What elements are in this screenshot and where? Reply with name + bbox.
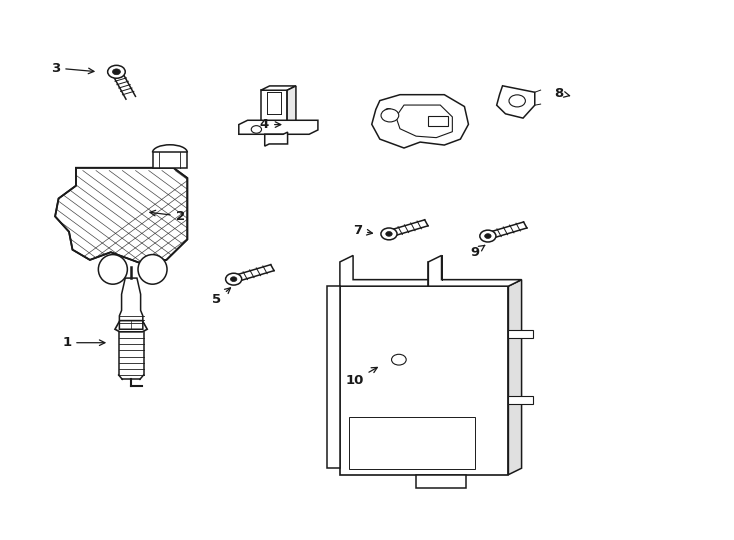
- Polygon shape: [509, 396, 533, 404]
- Polygon shape: [327, 286, 340, 468]
- Text: 6: 6: [382, 107, 398, 120]
- Circle shape: [230, 277, 237, 281]
- Circle shape: [225, 273, 241, 285]
- Polygon shape: [340, 280, 522, 286]
- Polygon shape: [509, 280, 522, 475]
- Circle shape: [381, 228, 397, 240]
- Polygon shape: [239, 120, 318, 134]
- Polygon shape: [396, 105, 452, 138]
- Text: 8: 8: [554, 87, 570, 100]
- Text: 1: 1: [62, 336, 105, 349]
- Circle shape: [484, 234, 491, 239]
- Polygon shape: [153, 152, 187, 168]
- Circle shape: [251, 126, 261, 133]
- Text: 2: 2: [150, 210, 185, 222]
- Ellipse shape: [138, 254, 167, 284]
- Text: 5: 5: [212, 288, 230, 306]
- Polygon shape: [371, 94, 468, 148]
- Text: 9: 9: [470, 245, 484, 259]
- Circle shape: [112, 69, 120, 75]
- Polygon shape: [340, 255, 441, 286]
- Polygon shape: [265, 132, 288, 146]
- Polygon shape: [497, 86, 535, 118]
- Circle shape: [108, 65, 126, 78]
- Bar: [428, 116, 448, 126]
- Circle shape: [509, 95, 526, 107]
- Text: 4: 4: [260, 118, 281, 131]
- Polygon shape: [261, 86, 296, 90]
- Text: 3: 3: [51, 62, 94, 75]
- Text: 7: 7: [353, 224, 372, 237]
- Polygon shape: [340, 286, 509, 475]
- Text: 10: 10: [346, 367, 377, 387]
- Circle shape: [386, 232, 392, 237]
- Polygon shape: [429, 255, 522, 286]
- Polygon shape: [509, 330, 533, 338]
- Polygon shape: [287, 86, 296, 125]
- Bar: [349, 417, 475, 469]
- Ellipse shape: [98, 254, 128, 284]
- Polygon shape: [261, 90, 287, 125]
- Circle shape: [391, 354, 406, 365]
- Polygon shape: [55, 168, 187, 262]
- Circle shape: [480, 230, 496, 242]
- Polygon shape: [415, 475, 466, 488]
- Circle shape: [381, 109, 399, 122]
